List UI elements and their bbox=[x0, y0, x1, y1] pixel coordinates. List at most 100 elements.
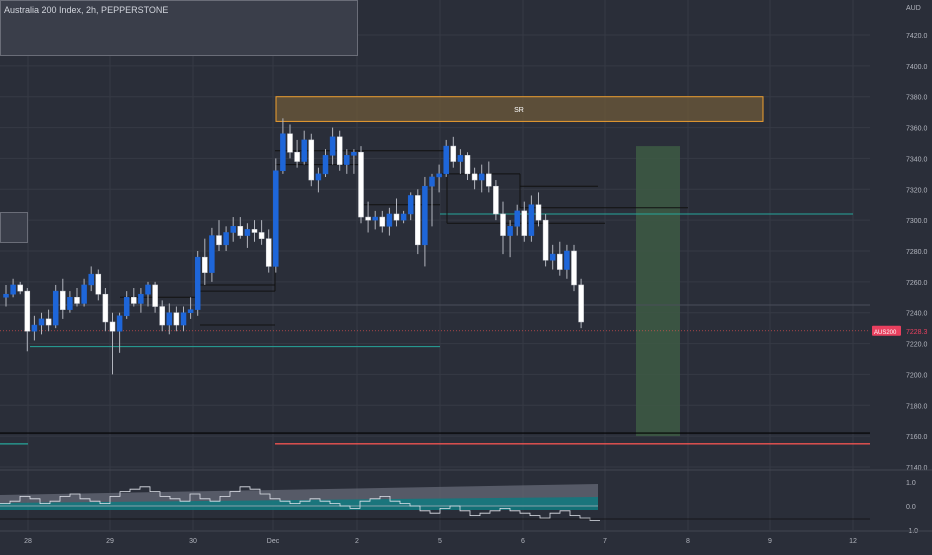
candle-body bbox=[471, 173, 478, 181]
candle-body bbox=[74, 297, 80, 304]
x-tick-label: 2 bbox=[355, 538, 359, 545]
candle-body bbox=[521, 210, 528, 236]
y-tick-label: 7220.0 bbox=[906, 342, 928, 349]
candle-body bbox=[557, 253, 563, 270]
indicator-tick-label: 1.0 bbox=[906, 480, 916, 487]
x-tick-label: 28 bbox=[24, 538, 32, 545]
candle-body bbox=[209, 235, 215, 273]
candle-body bbox=[415, 195, 421, 246]
x-tick-label: 5 bbox=[438, 538, 442, 545]
candle-body bbox=[372, 216, 378, 221]
candle-body bbox=[202, 256, 208, 273]
candle-body bbox=[258, 232, 265, 239]
candle-body bbox=[322, 155, 329, 175]
sr-zone-label: SR bbox=[514, 107, 524, 114]
candle-body bbox=[251, 229, 258, 233]
target-box bbox=[636, 146, 680, 437]
candle-body bbox=[457, 155, 464, 162]
candle-body bbox=[237, 226, 244, 236]
candle-body bbox=[344, 155, 350, 165]
symbol-tag bbox=[872, 325, 901, 336]
candle-body bbox=[244, 229, 251, 236]
x-tick-label: 30 bbox=[189, 538, 197, 545]
candle-body bbox=[443, 145, 449, 175]
candle-body bbox=[280, 133, 286, 172]
candle-body bbox=[187, 309, 194, 313]
candle-body bbox=[60, 290, 66, 310]
candle-body bbox=[230, 226, 236, 233]
chart-title: Australia 200 Index, 2h, PEPPERSTONE bbox=[4, 5, 169, 15]
candle-body bbox=[3, 293, 9, 298]
candle-body bbox=[358, 152, 364, 218]
candle-body bbox=[315, 173, 322, 181]
candle-body bbox=[45, 318, 52, 326]
candle-body bbox=[294, 152, 300, 162]
candle-body bbox=[116, 315, 123, 332]
sr-zone bbox=[275, 96, 764, 122]
candle-body bbox=[52, 290, 59, 326]
y-tick-label: 7420.0 bbox=[906, 33, 928, 40]
currency-label: AUD bbox=[906, 5, 921, 12]
side-panel bbox=[0, 212, 28, 243]
candle-body bbox=[422, 185, 428, 246]
candle-body bbox=[138, 293, 144, 304]
candle-body bbox=[578, 284, 584, 323]
last-price-bg bbox=[902, 325, 932, 336]
x-tick-label: 6 bbox=[521, 538, 525, 545]
candle-body bbox=[493, 185, 499, 215]
y-tick-label: 7140.0 bbox=[906, 465, 928, 472]
candle-body bbox=[287, 133, 293, 153]
y-tick-label: 7240.0 bbox=[906, 311, 928, 318]
indicator-line bbox=[0, 486, 600, 521]
price-axis-bg bbox=[870, 0, 932, 550]
x-tick-label: 12 bbox=[849, 538, 857, 545]
y-tick-label: 7260.0 bbox=[906, 280, 928, 287]
candle-body bbox=[528, 204, 535, 236]
x-tick-label: 9 bbox=[768, 538, 772, 545]
candle-body bbox=[166, 312, 173, 326]
candle-body bbox=[10, 284, 16, 295]
candle-body bbox=[223, 232, 229, 246]
candle-body bbox=[571, 250, 577, 286]
candle-body bbox=[152, 284, 158, 307]
candle-body bbox=[81, 284, 87, 304]
candle-body bbox=[478, 173, 485, 181]
y-tick-label: 7160.0 bbox=[906, 434, 928, 441]
candle-body bbox=[24, 290, 31, 332]
x-tick-label: 29 bbox=[106, 538, 114, 545]
candle-body bbox=[109, 321, 116, 332]
candle-body bbox=[336, 136, 343, 165]
candle-body bbox=[194, 256, 201, 310]
y-tick-label: 7400.0 bbox=[906, 64, 928, 71]
candle-body bbox=[564, 250, 570, 270]
candle-body bbox=[436, 173, 442, 178]
last-price-label: 7228.3 bbox=[906, 329, 928, 336]
candle-body bbox=[159, 306, 165, 326]
indicator-tick-label: 0.0 bbox=[906, 504, 916, 511]
legend-panel bbox=[0, 0, 358, 56]
y-tick-label: 7180.0 bbox=[906, 403, 928, 410]
candle-body bbox=[38, 318, 45, 326]
candle-body bbox=[67, 297, 73, 310]
candle-body bbox=[265, 238, 272, 267]
x-tick-label: 7 bbox=[603, 538, 607, 545]
candle-body bbox=[464, 155, 471, 175]
candle-body bbox=[216, 235, 222, 246]
candle-body bbox=[500, 213, 506, 236]
y-tick-label: 7380.0 bbox=[906, 95, 928, 102]
candle-body bbox=[386, 213, 393, 227]
candle-body bbox=[365, 216, 371, 221]
candle-body bbox=[180, 312, 187, 326]
candle-body bbox=[173, 312, 180, 326]
x-tick-label: Dec bbox=[267, 538, 280, 545]
y-tick-label: 7360.0 bbox=[906, 126, 928, 133]
candle-body bbox=[535, 204, 542, 221]
y-tick-label: 7200.0 bbox=[906, 372, 928, 379]
candle-body bbox=[102, 293, 109, 323]
candle-body bbox=[393, 213, 400, 221]
y-tick-label: 7300.0 bbox=[906, 218, 928, 225]
candle-body bbox=[95, 273, 102, 295]
candle-body bbox=[17, 284, 23, 292]
